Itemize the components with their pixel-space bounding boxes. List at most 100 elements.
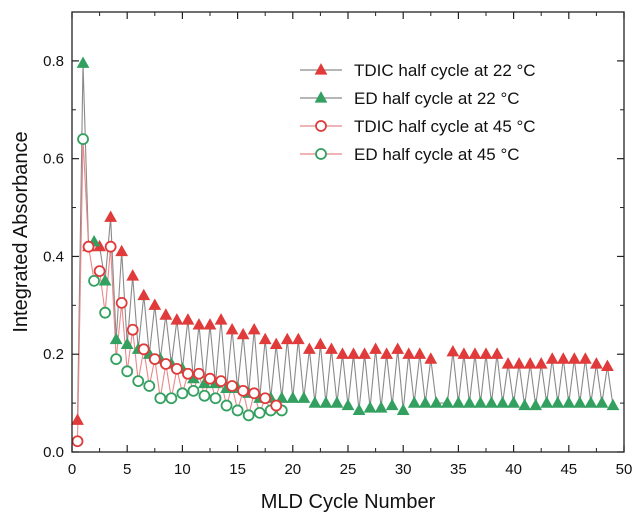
data-point-series-4 bbox=[121, 365, 134, 378]
data-point-series-2 bbox=[319, 396, 333, 408]
legend-marker bbox=[314, 63, 328, 75]
data-point-series-1 bbox=[192, 318, 206, 330]
data-point-series-4 bbox=[132, 375, 145, 388]
data-point-series-4 bbox=[187, 384, 200, 397]
data-point-series-3 bbox=[71, 435, 84, 448]
data-point-series-1 bbox=[545, 352, 559, 364]
data-point-series-4 bbox=[154, 392, 167, 405]
data-point-series-1 bbox=[214, 313, 228, 325]
data-point-series-1 bbox=[115, 244, 129, 257]
data-point-series-2 bbox=[452, 396, 465, 408]
data-point-series-3 bbox=[159, 358, 172, 370]
data-point-series-2 bbox=[297, 391, 311, 403]
axis-ticks-layer: 0 5 10 15 20 25 30 35 40 45 50 0.0 0.2 0.4 0.6 0.8 bbox=[43, 11, 632, 478]
data-point-series-3 bbox=[193, 367, 205, 380]
data-point-series-1 bbox=[336, 347, 349, 359]
data-point-series-1 bbox=[236, 327, 250, 340]
data-point-series-1 bbox=[280, 332, 294, 345]
data-point-series-1 bbox=[556, 352, 570, 364]
data-point-series-2 bbox=[529, 398, 543, 411]
series-markers-layer bbox=[71, 56, 620, 448]
data-point-series-2 bbox=[518, 398, 532, 411]
data-point-series-4 bbox=[88, 274, 100, 287]
x-tick-label: 20 bbox=[284, 461, 301, 478]
data-point-series-1 bbox=[358, 347, 371, 359]
data-point-series-2 bbox=[374, 401, 388, 413]
data-point-series-2 bbox=[584, 396, 598, 408]
data-point-series-1 bbox=[225, 322, 239, 335]
legend-marker bbox=[315, 120, 327, 132]
data-point-series-1 bbox=[534, 357, 548, 369]
data-point-series-3 bbox=[270, 399, 283, 412]
data-point-series-3 bbox=[226, 380, 238, 392]
data-point-series-2 bbox=[341, 398, 355, 411]
data-point-series-4 bbox=[143, 380, 156, 392]
data-point-series-2 bbox=[407, 396, 421, 408]
x-axis-label: MLD Cycle Number bbox=[261, 491, 436, 513]
data-point-series-2 bbox=[485, 396, 498, 408]
data-point-series-2 bbox=[76, 56, 90, 68]
y-tick-label: 0.4 bbox=[43, 248, 64, 265]
data-point-series-1 bbox=[468, 347, 482, 359]
data-point-series-2 bbox=[363, 401, 377, 413]
data-point-series-2 bbox=[286, 391, 300, 403]
data-point-series-1 bbox=[137, 288, 151, 301]
data-point-series-4 bbox=[220, 399, 233, 412]
data-point-series-3 bbox=[204, 372, 216, 385]
data-point-series-2 bbox=[429, 396, 443, 408]
data-point-series-2 bbox=[496, 396, 509, 408]
data-point-series-1 bbox=[126, 269, 140, 281]
data-point-series-4 bbox=[253, 406, 266, 419]
data-point-series-4 bbox=[242, 409, 255, 422]
data-point-series-1 bbox=[369, 342, 382, 354]
legend-label: TDIC half cycle at 45 °C bbox=[354, 117, 536, 136]
data-point-series-3 bbox=[259, 392, 272, 405]
data-point-series-2 bbox=[595, 396, 609, 408]
data-point-series-1 bbox=[479, 347, 493, 359]
data-point-series-1 bbox=[501, 357, 515, 369]
x-tick-label: 5 bbox=[123, 461, 131, 478]
y-tick-label: 0.2 bbox=[43, 346, 64, 363]
data-point-series-1 bbox=[490, 347, 504, 359]
data-point-series-3 bbox=[182, 367, 194, 380]
data-point-series-2 bbox=[352, 403, 366, 416]
data-point-series-1 bbox=[159, 308, 173, 320]
data-point-series-2 bbox=[551, 396, 565, 408]
data-point-series-2 bbox=[330, 396, 344, 408]
data-point-series-2 bbox=[308, 396, 322, 408]
legend-label: TDIC half cycle at 22 °C bbox=[354, 61, 536, 80]
legend-marker bbox=[314, 91, 328, 103]
data-point-series-1 bbox=[314, 337, 327, 350]
data-point-series-2 bbox=[98, 274, 112, 286]
data-point-series-2 bbox=[474, 396, 487, 408]
data-point-series-2 bbox=[109, 332, 123, 345]
data-point-series-2 bbox=[440, 396, 454, 408]
x-tick-label: 10 bbox=[174, 461, 191, 478]
data-point-series-1 bbox=[578, 352, 592, 364]
data-point-series-3 bbox=[93, 265, 106, 278]
data-point-series-4 bbox=[176, 387, 189, 400]
data-point-series-1 bbox=[523, 357, 537, 369]
data-point-series-2 bbox=[606, 398, 620, 411]
x-tick-label: 40 bbox=[505, 461, 522, 478]
y-tick-label: 0.8 bbox=[43, 53, 64, 70]
data-point-series-1 bbox=[269, 337, 283, 350]
data-point-series-3 bbox=[104, 240, 117, 253]
y-tick-label: 0.6 bbox=[43, 151, 64, 168]
x-tick-label: 30 bbox=[395, 461, 412, 478]
data-point-series-3 bbox=[170, 362, 183, 375]
data-point-series-1 bbox=[413, 347, 427, 359]
data-point-series-1 bbox=[104, 210, 118, 222]
data-point-series-2 bbox=[562, 396, 576, 408]
legend-label: ED half cycle at 45 °C bbox=[354, 145, 520, 164]
data-point-series-2 bbox=[120, 337, 134, 350]
data-point-series-1 bbox=[291, 332, 305, 345]
data-point-series-1 bbox=[258, 332, 272, 345]
data-point-series-3 bbox=[126, 323, 139, 336]
y-axis-label: Integrated Absorbance bbox=[10, 131, 32, 332]
data-point-series-2 bbox=[275, 391, 289, 403]
x-tick-label: 25 bbox=[340, 461, 357, 478]
data-point-series-1 bbox=[203, 318, 217, 330]
data-point-series-1 bbox=[446, 344, 460, 357]
data-point-series-1 bbox=[402, 347, 416, 359]
